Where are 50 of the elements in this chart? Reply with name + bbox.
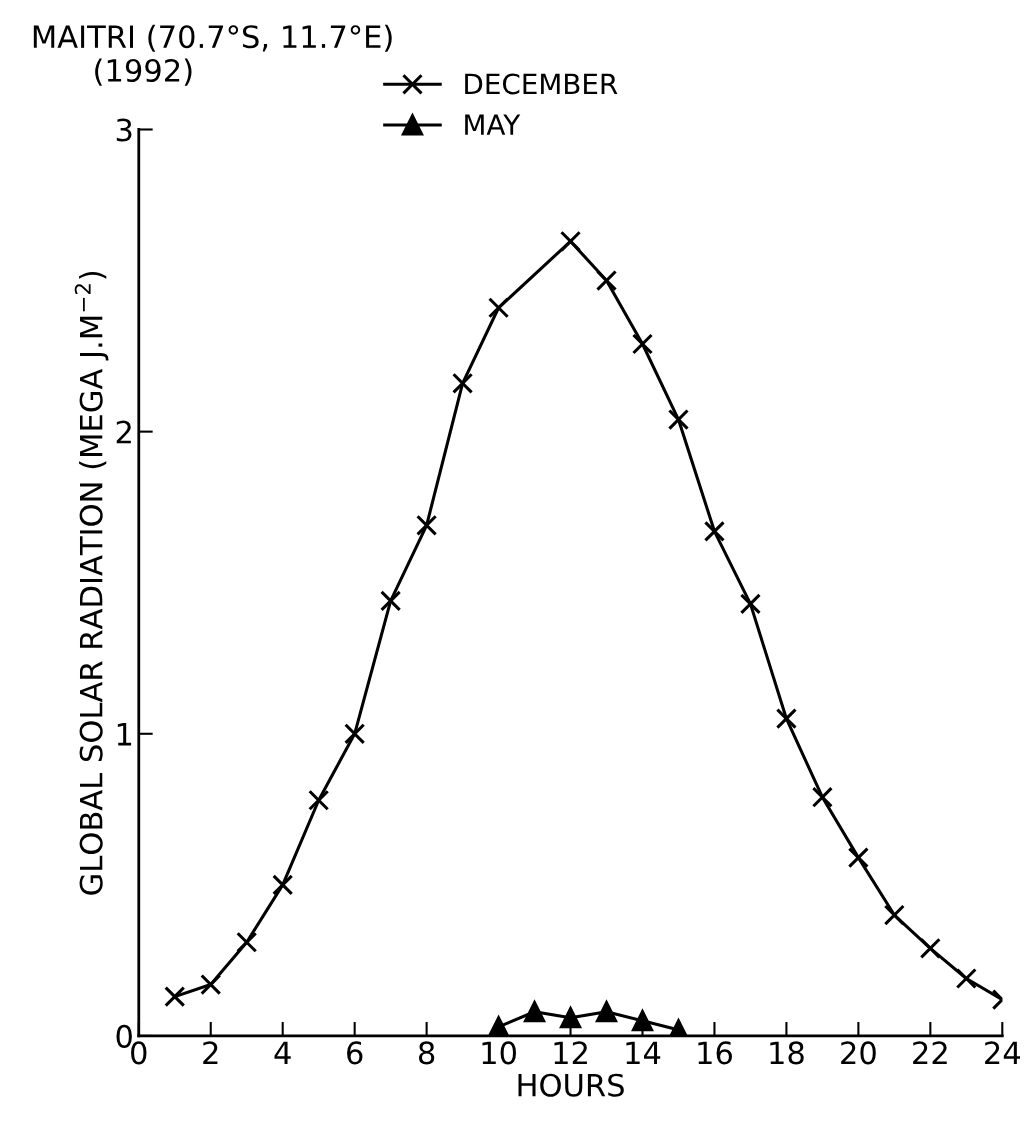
point (595, 270, 618, 292)
point (703, 520, 726, 542)
point (488, 297, 510, 319)
x-tick-label: 20 (841, 1041, 876, 1065)
y-tick-label: 0 (116, 1024, 132, 1048)
x-tick-label: 6 (347, 1041, 363, 1065)
point (416, 514, 438, 536)
x-tick-label: 22 (913, 1041, 947, 1064)
legend-label: MAY (465, 114, 521, 135)
point (847, 847, 869, 869)
point (272, 874, 294, 896)
point (308, 789, 330, 811)
point (955, 967, 977, 990)
x-tick-label: 14 (626, 1041, 661, 1064)
legend-label: DECEMBER (465, 73, 618, 95)
point (667, 408, 690, 431)
point (631, 1010, 654, 1032)
chart-title: MAITRI (70.7°S, 11.7°E) (33, 24, 392, 52)
point (919, 937, 941, 959)
y-tick-label: 3 (116, 118, 132, 142)
point (559, 230, 582, 252)
point (380, 590, 402, 612)
x-tick-label: 10 (482, 1041, 516, 1065)
y-axis-title: GLOBAL SOLAR RADIATION (MEGA J.M$^{−2}$) (74, 271, 109, 895)
x-axis-title: HOURS (518, 1073, 624, 1097)
x-tick-label: 2 (203, 1041, 218, 1064)
chart-subtitle: (1992) (95, 58, 192, 86)
y-tick-label: 2 (116, 420, 131, 444)
point (631, 333, 654, 355)
x-tick-label: 4 (274, 1041, 291, 1064)
x-tick-label: 16 (698, 1041, 732, 1065)
x-tick-label: 12 (554, 1041, 587, 1064)
point (811, 786, 833, 808)
point (883, 904, 905, 926)
point (200, 974, 222, 996)
point (164, 986, 186, 1008)
x-tick-label: 18 (770, 1041, 804, 1065)
point (488, 1016, 510, 1036)
x-tick-label: 24 (985, 1041, 1021, 1064)
point (559, 1007, 582, 1029)
point (775, 708, 797, 730)
point (452, 372, 474, 394)
point (236, 931, 258, 953)
point (524, 1001, 546, 1023)
y-tick-label: 1 (117, 723, 132, 746)
point (344, 723, 366, 745)
point (739, 593, 761, 615)
x-tick-label: 0 (131, 1041, 147, 1065)
x-tick-label: 8 (418, 1041, 435, 1065)
point (595, 1001, 618, 1023)
